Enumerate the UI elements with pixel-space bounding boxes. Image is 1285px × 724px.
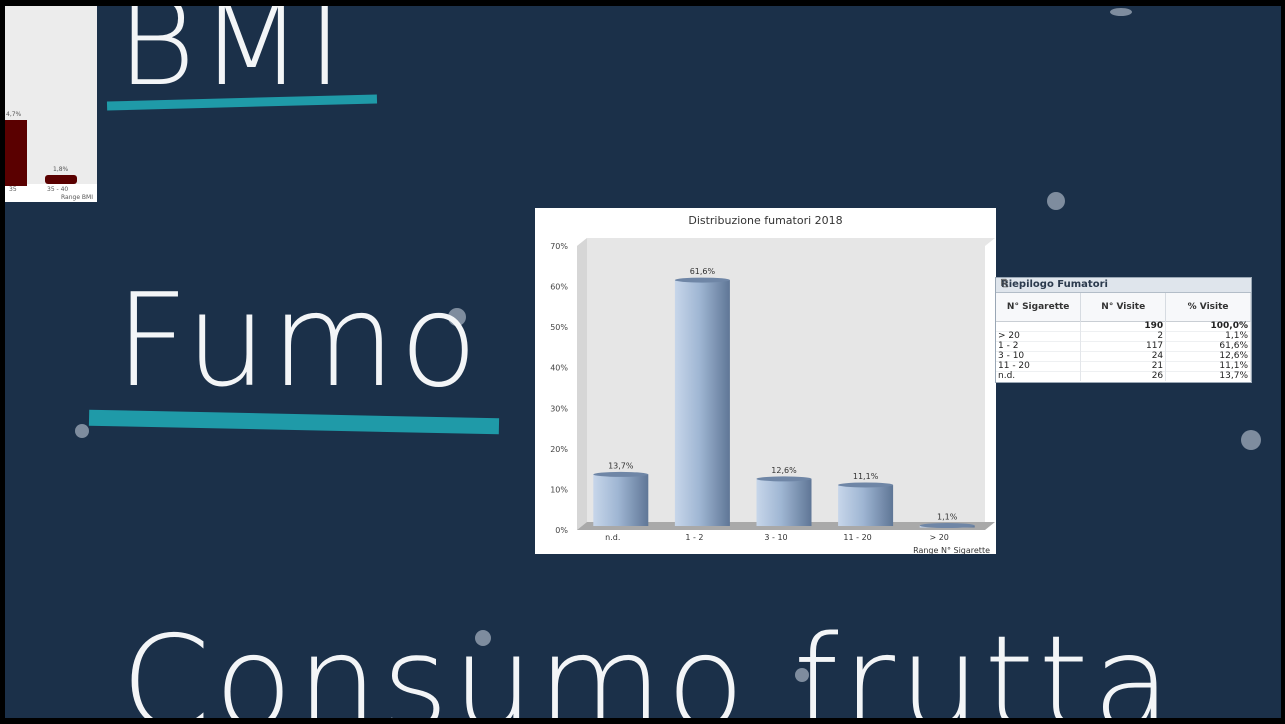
bar-top xyxy=(674,277,730,283)
bar-top xyxy=(838,482,894,488)
bar-value-label: 11,1% xyxy=(853,472,879,481)
table-cell: 21 xyxy=(1080,361,1167,372)
y-tick-label: 50% xyxy=(550,323,568,332)
table-cell: 1,1% xyxy=(1165,331,1251,342)
table-cell: > 20 xyxy=(996,331,1082,342)
y-tick-label: 40% xyxy=(550,364,568,373)
x-tick-label: > 20 xyxy=(929,533,948,542)
x-tick-label: 1 - 2 xyxy=(685,533,703,542)
bmi-bar xyxy=(5,120,27,186)
plot-side-wall xyxy=(577,238,587,530)
column-header-percent[interactable]: % Visite xyxy=(1165,293,1251,322)
background-star xyxy=(475,630,491,646)
y-tick-label: 10% xyxy=(550,485,568,494)
chart-panel: Distribuzione fumatori 2018 0% 10% 20% 30% 4… xyxy=(535,208,996,554)
heading-bmi: BMI xyxy=(117,6,347,113)
bar xyxy=(838,484,894,526)
table-total-row: 190 100,0% xyxy=(996,321,1251,332)
bmi-value-label: 4,7% xyxy=(6,111,22,118)
bmi-tick-label: 35 xyxy=(9,186,17,193)
bar xyxy=(674,280,730,526)
bar-top xyxy=(919,523,975,529)
y-tick-label: 30% xyxy=(550,404,568,413)
heading-fumo: Fumo xyxy=(115,267,482,416)
summary-table-panel: Riepilogo Fumatori ⎘ N° Sigarette N° Vis… xyxy=(995,277,1252,383)
bar-value-label: 13,7% xyxy=(608,461,634,470)
table-cell: 2 xyxy=(1080,331,1167,342)
bar-value-label: 12,6% xyxy=(771,466,797,475)
table-cell: 12,6% xyxy=(1165,351,1251,362)
table-cell: 13,7% xyxy=(1165,371,1251,381)
bmi-tick-label: 35 - 40 xyxy=(47,186,69,193)
x-tick-label: 3 - 10 xyxy=(764,533,787,542)
bar-value-label: 61,6% xyxy=(690,267,716,276)
background-star xyxy=(1047,192,1065,210)
bmi-value-label: 1,8% xyxy=(53,166,69,173)
bmi-axis-label: Range BMI xyxy=(61,194,93,201)
y-tick-label: 20% xyxy=(550,445,568,454)
table-cell: n.d. xyxy=(996,371,1082,381)
summary-table: N° Sigarette N° Visite % Visite 190 100,… xyxy=(996,293,1251,381)
y-tick-label: 70% xyxy=(550,242,568,251)
background-star xyxy=(448,308,466,326)
x-tick-label: 11 - 20 xyxy=(843,533,871,542)
bmi-chart-fragment: 4,7% 1,8% 35 35 - 40 Range BMI xyxy=(5,6,97,202)
x-tick-label: n.d. xyxy=(605,533,620,542)
table-cell: 3 - 10 xyxy=(996,351,1082,362)
table-row[interactable]: n.d. 26 13,7% xyxy=(996,371,1251,381)
x-axis-label: Range N° Sigarette xyxy=(913,546,990,554)
table-row[interactable]: 11 - 20 21 11,1% xyxy=(996,361,1251,372)
table-cell: 24 xyxy=(1080,351,1167,362)
table-cell: 100,0% xyxy=(1165,321,1251,332)
column-header-visite[interactable]: N° Visite xyxy=(1080,293,1167,322)
table-cell: 117 xyxy=(1080,341,1167,352)
column-header-sigarette[interactable]: N° Sigarette xyxy=(996,293,1082,322)
table-cell xyxy=(996,321,1082,332)
summary-title-bar: Riepilogo Fumatori ⎘ xyxy=(996,278,1251,293)
export-icon[interactable]: ⎘ xyxy=(1001,279,1009,289)
background-star xyxy=(1110,8,1132,16)
bar-top xyxy=(756,476,812,482)
bar xyxy=(756,478,812,526)
table-cell: 190 xyxy=(1080,321,1167,332)
chart-title: Distribuzione fumatori 2018 xyxy=(688,214,843,227)
background-star xyxy=(795,668,809,682)
bar-chart: 0% 10% 20% 30% 40% 50% 60% 70% 13,7% n.d. 61,6% 1 -… xyxy=(550,238,995,554)
table-header-row: N° Sigarette N° Visite % Visite xyxy=(996,293,1251,322)
table-row[interactable]: > 20 2 1,1% xyxy=(996,331,1251,342)
table-cell: 26 xyxy=(1080,371,1167,381)
bar xyxy=(593,474,649,526)
table-cell: 11 - 20 xyxy=(996,361,1082,372)
y-tick-label: 0% xyxy=(555,526,568,535)
table-cell: 61,6% xyxy=(1165,341,1251,352)
summary-title: Riepilogo Fumatori xyxy=(1001,279,1108,290)
table-cell: 11,1% xyxy=(1165,361,1251,372)
table-row[interactable]: 1 - 2 117 61,6% xyxy=(996,341,1251,352)
background-star xyxy=(1241,430,1261,450)
table-row[interactable]: 3 - 10 24 12,6% xyxy=(996,351,1251,362)
table-cell: 1 - 2 xyxy=(996,341,1082,352)
slide: 4,7% 1,8% 35 35 - 40 Range BMI BMI Fumo … xyxy=(5,6,1281,718)
bmi-bar xyxy=(45,175,77,184)
y-tick-label: 60% xyxy=(550,283,568,292)
background-star xyxy=(75,424,89,438)
bar-value-label: 1,1% xyxy=(937,513,958,522)
heading-consumo-frutta: Consumo frutta xyxy=(121,609,1175,719)
bar-top xyxy=(593,471,649,477)
